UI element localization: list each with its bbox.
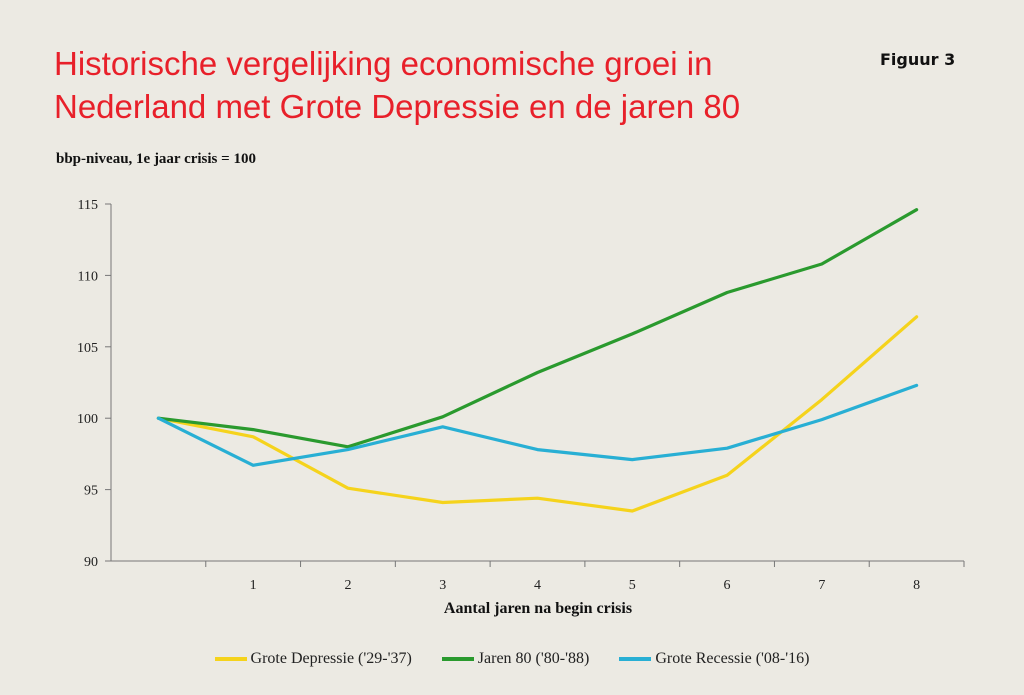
legend-item: Grote Depressie ('29-'37)	[214, 650, 412, 668]
legend-item: Jaren 80 ('80-'88)	[441, 650, 590, 668]
series-line-1	[156, 208, 919, 449]
y-tick-label: 110	[78, 269, 98, 284]
y-tick-label: 95	[84, 484, 98, 499]
x-tick-label: 6	[724, 578, 731, 593]
x-tick-label: 1	[250, 578, 257, 593]
chart-legend: Grote Depressie ('29-'37) Jaren 80 ('80-'…	[0, 650, 1024, 668]
y-tick-label: 115	[78, 198, 98, 213]
x-tick-label: 4	[534, 578, 541, 593]
chart-subtitle: bbp-niveau, 1e jaar crisis = 100	[56, 151, 256, 167]
legend-item: Grote Recessie ('08-'16)	[619, 650, 809, 668]
legend-swatch	[441, 657, 474, 661]
x-tick-label: 5	[629, 578, 636, 593]
chart-series	[156, 208, 919, 513]
legend-label: Jaren 80 ('80-'88)	[477, 650, 590, 667]
legend-swatch	[619, 657, 652, 661]
chart-title: Historische vergelijking economische gro…	[54, 45, 741, 125]
x-tick-label: 3	[439, 578, 446, 593]
legend-label: Grote Depressie ('29-'37)	[250, 650, 412, 667]
x-tick-label: 8	[913, 578, 920, 593]
figure-label: Figuur 3	[880, 50, 956, 69]
series-line-0	[156, 315, 919, 513]
x-tick-label: 2	[344, 578, 351, 593]
chart-axes: 90 95 100 105 110 115 1 2 3 4 5 6 7 8	[77, 198, 965, 593]
legend-swatch	[214, 657, 247, 661]
y-tick-label: 105	[77, 341, 98, 356]
legend-label: Grote Recessie ('08-'16)	[655, 650, 810, 667]
x-axis-title: Aantal jaren na begin crisis	[444, 600, 632, 617]
x-tick-label: 7	[818, 578, 825, 593]
series-line-2	[156, 383, 919, 467]
y-tick-label: 100	[77, 412, 98, 427]
y-tick-label: 90	[84, 555, 98, 570]
